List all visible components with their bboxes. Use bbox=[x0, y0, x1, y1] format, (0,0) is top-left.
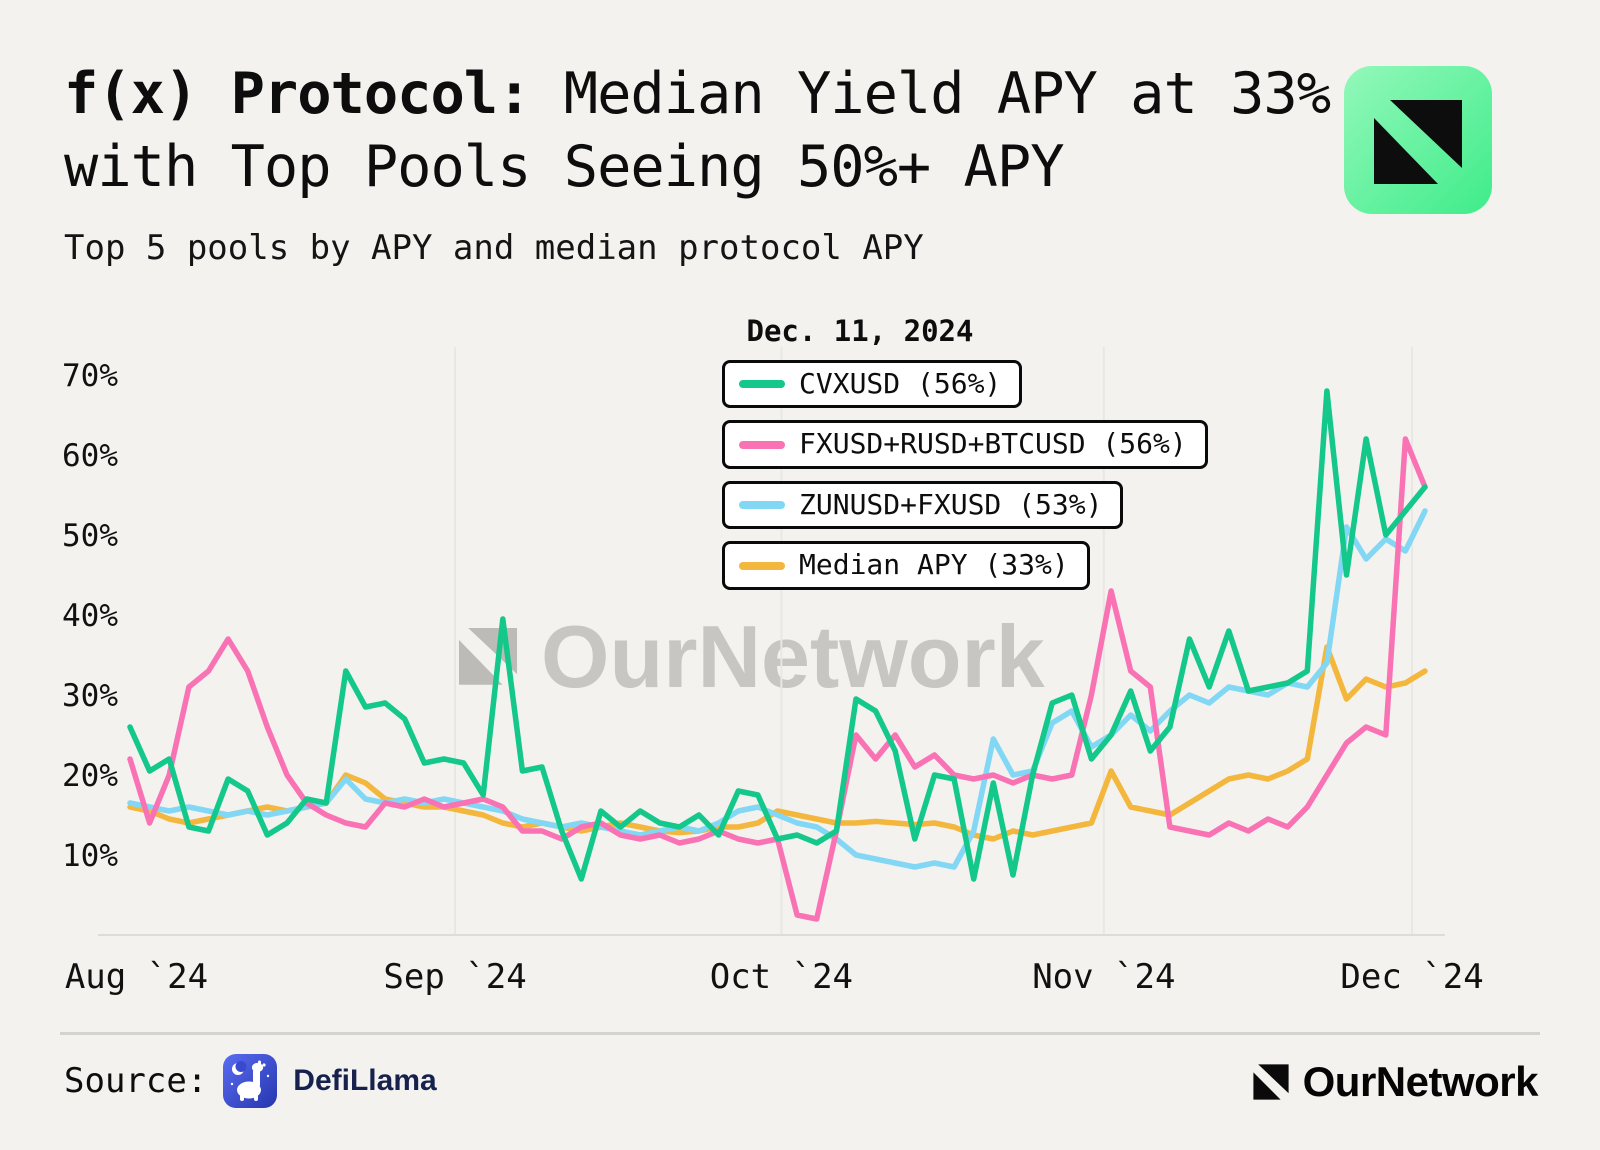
footer-brand: OurNetwork bbox=[1251, 1054, 1539, 1110]
legend-label: FXUSD+RUSD+BTCUSD (56%) bbox=[799, 427, 1187, 461]
svg-text:Aug `24: Aug `24 bbox=[65, 957, 208, 997]
svg-text:60%: 60% bbox=[62, 438, 118, 474]
svg-text:10%: 10% bbox=[62, 838, 118, 874]
svg-text:Dec `24: Dec `24 bbox=[1340, 957, 1483, 997]
title-protocol-name: f(x) Protocol: bbox=[64, 61, 531, 127]
svg-text:70%: 70% bbox=[62, 358, 118, 394]
footer-divider bbox=[60, 1032, 1540, 1035]
defillama-logo-icon bbox=[223, 1054, 278, 1108]
page-title: f(x) Protocol: Median Yield APY at 33% w… bbox=[64, 58, 1334, 204]
source-label: Source: bbox=[64, 1061, 208, 1101]
footer-brand-name: OurNetwork bbox=[1302, 1058, 1539, 1105]
legend-swatch-green bbox=[739, 380, 785, 389]
watermark: OurNetwork bbox=[455, 606, 1045, 708]
legend-item-median-apy: Median APY (33%) bbox=[722, 541, 1090, 590]
legend-label: ZUNUSD+FXUSD (53%) bbox=[799, 487, 1103, 521]
title-rest: Median Yield APY at 33% with Top Pools S… bbox=[64, 61, 1331, 200]
page-subtitle: Top 5 pools by APY and median protocol A… bbox=[64, 228, 924, 268]
source-name: DefiLlama bbox=[293, 1064, 437, 1097]
legend-swatch-orange bbox=[739, 561, 785, 570]
legend-item-cvxusd: CVXUSD (56%) bbox=[722, 360, 1023, 409]
legend-date: Dec. 11, 2024 bbox=[746, 314, 974, 348]
footer-brand-logo-icon bbox=[1253, 1064, 1289, 1100]
ournetwork-logo-svg bbox=[1344, 66, 1492, 214]
svg-text:Sep `24: Sep `24 bbox=[383, 957, 526, 997]
svg-text:Nov `24: Nov `24 bbox=[1032, 957, 1175, 997]
svg-text:50%: 50% bbox=[62, 518, 118, 554]
legend-item-zunusd-fxusd: ZUNUSD+FXUSD (53%) bbox=[722, 480, 1124, 530]
ournetwork-logo-icon bbox=[1344, 66, 1492, 214]
svg-text:Oct `24: Oct `24 bbox=[710, 957, 853, 997]
legend-swatch-pink bbox=[739, 440, 785, 449]
legend-item-fxusd-rusd-btcusd: FXUSD+RUSD+BTCUSD (56%) bbox=[722, 420, 1208, 469]
legend-label: Median APY (33%) bbox=[799, 548, 1069, 582]
svg-text:40%: 40% bbox=[62, 598, 118, 634]
chart-legend: CVXUSD (56%) FXUSD+RUSD+BTCUSD (56%) ZUN… bbox=[722, 360, 1208, 590]
svg-text:20%: 20% bbox=[62, 758, 118, 794]
watermark-text: OurNetwork bbox=[541, 607, 1045, 706]
source-attribution: Source: DefiLlama bbox=[64, 1050, 437, 1112]
svg-text:30%: 30% bbox=[62, 678, 118, 714]
legend-swatch-blue bbox=[739, 501, 785, 510]
legend-label: CVXUSD (56%) bbox=[799, 367, 1002, 400]
